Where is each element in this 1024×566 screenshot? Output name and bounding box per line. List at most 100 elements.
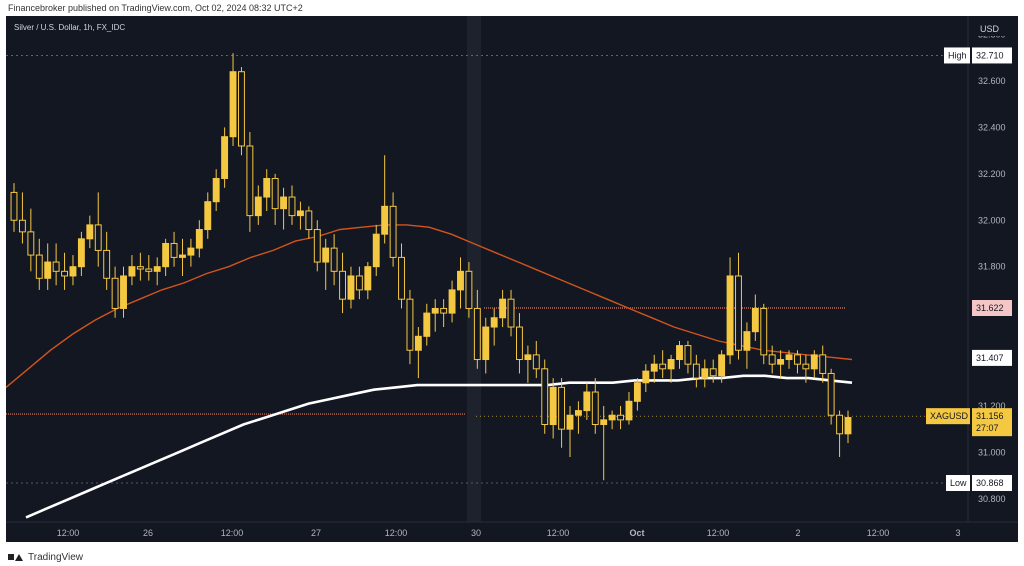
candle-body[interactable]: [633, 382, 641, 402]
candle-body[interactable]: [423, 312, 431, 337]
chart-panel[interactable]: Silver / U.S. Dollar, 1h, FX_IDC 32.8003…: [6, 16, 1018, 542]
candle-body[interactable]: [330, 247, 338, 272]
candle-body[interactable]: [35, 254, 43, 279]
candle-body[interactable]: [558, 386, 566, 430]
candle-body[interactable]: [86, 224, 94, 240]
candle-body[interactable]: [170, 242, 178, 258]
candle-body[interactable]: [667, 359, 675, 370]
candle-body[interactable]: [802, 363, 810, 370]
candle-body[interactable]: [103, 249, 111, 279]
candle-body[interactable]: [128, 266, 136, 277]
candle-body[interactable]: [406, 298, 414, 351]
candle-body[interactable]: [61, 270, 68, 277]
candle-body[interactable]: [482, 326, 490, 361]
candle-body[interactable]: [296, 210, 304, 217]
candle-body[interactable]: [77, 238, 85, 268]
candle-body[interactable]: [760, 307, 768, 356]
candle-body[interactable]: [583, 391, 591, 412]
candle-body[interactable]: [44, 261, 52, 279]
candle-body[interactable]: [709, 368, 717, 377]
candle-body[interactable]: [566, 414, 574, 430]
candle-body[interactable]: [465, 270, 473, 309]
candle-body[interactable]: [179, 254, 186, 258]
candle-body[interactable]: [743, 331, 751, 351]
candle-body[interactable]: [701, 368, 709, 379]
candle-body[interactable]: [768, 354, 776, 365]
candle-body[interactable]: [238, 71, 245, 147]
candle-body[interactable]: [94, 224, 102, 251]
candle-body[interactable]: [692, 363, 700, 379]
candle-body[interactable]: [69, 266, 77, 277]
candle-body[interactable]: [246, 145, 254, 217]
candle-body[interactable]: [785, 354, 793, 361]
candle-body[interactable]: [398, 256, 405, 300]
candle-body[interactable]: [136, 266, 144, 270]
candle-body[interactable]: [608, 414, 616, 421]
candle-body[interactable]: [153, 266, 161, 272]
candle-body[interactable]: [372, 233, 380, 268]
candle-body[interactable]: [659, 363, 667, 370]
candle-body[interactable]: [684, 345, 692, 365]
candle-body[interactable]: [263, 177, 271, 198]
candle-body[interactable]: [457, 270, 464, 291]
candle-body[interactable]: [625, 400, 633, 421]
candle-body[interactable]: [339, 270, 346, 300]
candle-body[interactable]: [777, 359, 785, 365]
candle-body[interactable]: [532, 354, 540, 370]
candle-body[interactable]: [120, 275, 127, 309]
price-chart[interactable]: Silver / U.S. Dollar, 1h, FX_IDC 32.8003…: [6, 16, 1018, 542]
candle-body[interactable]: [414, 335, 422, 351]
candle-body[interactable]: [280, 196, 288, 210]
candle-body[interactable]: [726, 275, 734, 356]
tradingview-logo-icon[interactable]: [8, 552, 24, 562]
candle-body[interactable]: [676, 345, 683, 361]
candle-body[interactable]: [810, 354, 818, 370]
candle-body[interactable]: [27, 231, 35, 256]
candle-body[interactable]: [642, 370, 650, 384]
candle-body[interactable]: [827, 372, 835, 416]
candle-body[interactable]: [440, 307, 448, 314]
candle-body[interactable]: [229, 71, 237, 138]
candle-body[interactable]: [794, 354, 801, 365]
candle-body[interactable]: [195, 229, 203, 249]
candle-body[interactable]: [836, 414, 844, 435]
candle-body[interactable]: [591, 391, 599, 426]
candle-body[interactable]: [271, 177, 279, 210]
candle-body[interactable]: [448, 289, 456, 314]
candle-body[interactable]: [735, 275, 742, 351]
candle-body[interactable]: [381, 205, 389, 235]
candle-body[interactable]: [650, 363, 658, 372]
candle-body[interactable]: [204, 201, 212, 231]
candle-body[interactable]: [111, 277, 119, 309]
candle-body[interactable]: [52, 261, 60, 272]
candle-body[interactable]: [524, 354, 532, 361]
candle-body[interactable]: [549, 386, 557, 426]
candle-body[interactable]: [819, 354, 827, 374]
candle-body[interactable]: [212, 177, 220, 203]
candle-body[interactable]: [507, 298, 515, 328]
candle-body[interactable]: [431, 307, 439, 314]
candle-body[interactable]: [751, 307, 759, 333]
candle-body[interactable]: [347, 275, 355, 300]
candle-body[interactable]: [844, 417, 852, 435]
candle-body[interactable]: [288, 196, 296, 217]
candle-body[interactable]: [600, 419, 608, 426]
candle-body[interactable]: [322, 247, 330, 263]
candle-body[interactable]: [254, 196, 262, 217]
candle-body[interactable]: [490, 317, 498, 328]
candle-body[interactable]: [499, 298, 507, 319]
candle-body[interactable]: [718, 354, 726, 377]
candle-body[interactable]: [355, 275, 363, 291]
candle-body[interactable]: [187, 247, 195, 256]
candle-body[interactable]: [389, 205, 397, 258]
candle-body[interactable]: [574, 410, 582, 416]
candle-body[interactable]: [162, 242, 170, 268]
candle-body[interactable]: [145, 268, 153, 272]
candle-body[interactable]: [305, 210, 313, 231]
candle-body[interactable]: [364, 266, 372, 291]
candle-body[interactable]: [516, 326, 523, 361]
candle-body[interactable]: [18, 219, 26, 233]
footer-brand[interactable]: TradingView: [28, 551, 84, 563]
candle-body[interactable]: [473, 307, 481, 361]
candle-body[interactable]: [541, 368, 549, 426]
